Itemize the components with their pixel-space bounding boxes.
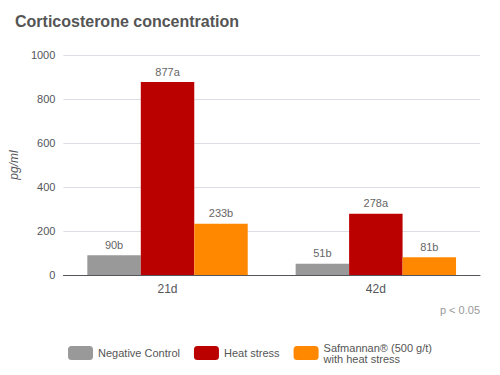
svg-text:pg/ml: pg/ml [7,150,21,181]
svg-text:81b: 81b [420,241,438,253]
svg-text:21d: 21d [158,282,178,296]
svg-text:42d: 42d [366,282,386,296]
svg-text:Safmannan® (500 g/t): Safmannan® (500 g/t) [323,341,432,354]
svg-text:877a: 877a [155,66,180,78]
svg-text:with heat stress: with heat stress [323,353,401,365]
svg-text:233b: 233b [209,207,233,219]
svg-text:600: 600 [37,137,55,149]
svg-text:Negative Control: Negative Control [98,347,180,359]
svg-text:400: 400 [37,181,55,193]
svg-text:p < 0.05: p < 0.05 [440,304,480,316]
svg-text:Heat stress: Heat stress [224,347,280,359]
svg-text:200: 200 [37,225,55,237]
svg-text:278a: 278a [364,197,389,209]
svg-text:0: 0 [49,269,55,281]
svg-text:1000: 1000 [31,49,55,61]
svg-text:Corticosterone concentration: Corticosterone concentration [15,13,239,30]
svg-text:90b: 90b [105,239,123,251]
svg-text:800: 800 [37,93,55,105]
svg-text:51b: 51b [313,247,331,259]
